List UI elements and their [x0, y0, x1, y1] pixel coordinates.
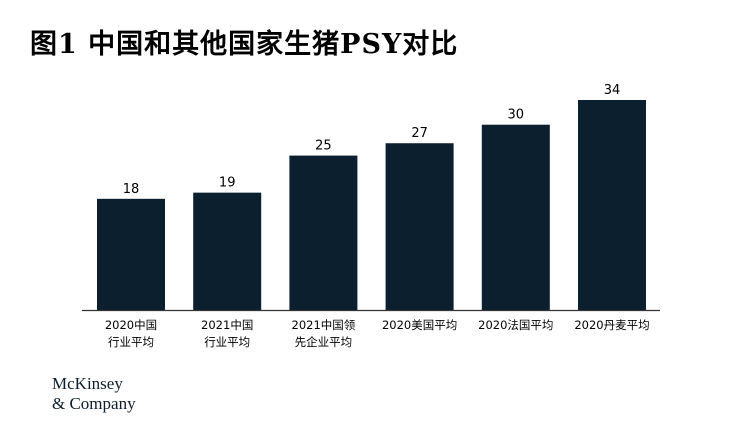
category-label: 2020法国平均	[478, 318, 553, 332]
logo-line-1: McKinsey	[52, 374, 123, 393]
bar	[578, 100, 646, 310]
data-label: 30	[508, 108, 525, 123]
category-label: 行业平均	[108, 335, 154, 349]
category-label: 2020美国平均	[382, 318, 457, 332]
mckinsey-logo: McKinsey & Company	[52, 374, 136, 414]
data-label: 19	[219, 176, 236, 191]
bar	[385, 143, 454, 310]
category-label: 2020丹麦平均	[574, 318, 649, 332]
bar	[193, 192, 262, 310]
data-label: 25	[315, 139, 332, 154]
data-label: 34	[604, 83, 621, 98]
chart-title: 图1 中国和其他国家生猪PSY对比	[30, 29, 459, 60]
category-label: 2021中国	[201, 318, 253, 332]
category-label: 2021中国领	[292, 318, 356, 332]
category-label: 行业平均	[204, 335, 250, 349]
category-label: 先企业平均	[295, 335, 353, 349]
category-label: 2020中国	[105, 318, 157, 332]
bar	[481, 124, 550, 311]
data-label: 27	[411, 126, 428, 141]
bar	[97, 198, 165, 310]
data-label: 18	[123, 182, 140, 197]
logo-line-2: & Company	[52, 394, 136, 413]
bar	[289, 155, 358, 310]
